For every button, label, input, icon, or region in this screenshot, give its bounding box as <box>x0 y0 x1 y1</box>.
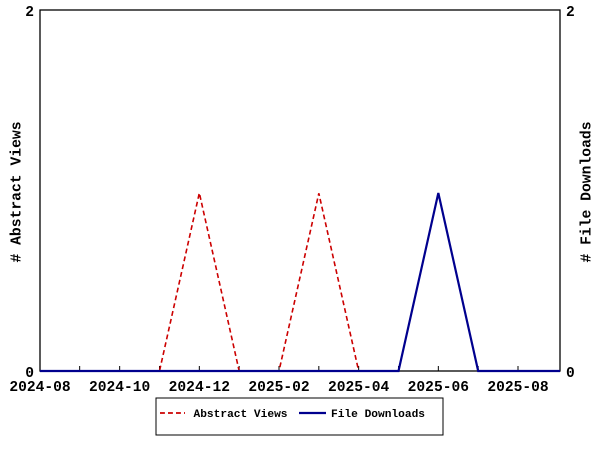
svg-text:# File Downloads: # File Downloads <box>580 121 596 262</box>
svg-text:2025-08: 2025-08 <box>487 380 548 396</box>
svg-text:0: 0 <box>566 366 575 382</box>
svg-text:2: 2 <box>25 5 34 21</box>
svg-text:File Downloads: File Downloads <box>331 409 425 421</box>
svg-text:2024-10: 2024-10 <box>89 380 150 396</box>
svg-text:Abstract Views: Abstract Views <box>194 409 288 421</box>
svg-text:2025-02: 2025-02 <box>248 380 309 396</box>
svg-text:0: 0 <box>25 366 34 382</box>
svg-text:2024-12: 2024-12 <box>169 380 230 396</box>
svg-text:2: 2 <box>566 5 575 21</box>
svg-text:2025-06: 2025-06 <box>408 380 469 396</box>
svg-text:2024-08: 2024-08 <box>9 380 70 396</box>
svg-text:2025-04: 2025-04 <box>328 380 390 396</box>
svg-text:# Abstract Views: # Abstract Views <box>10 121 26 262</box>
